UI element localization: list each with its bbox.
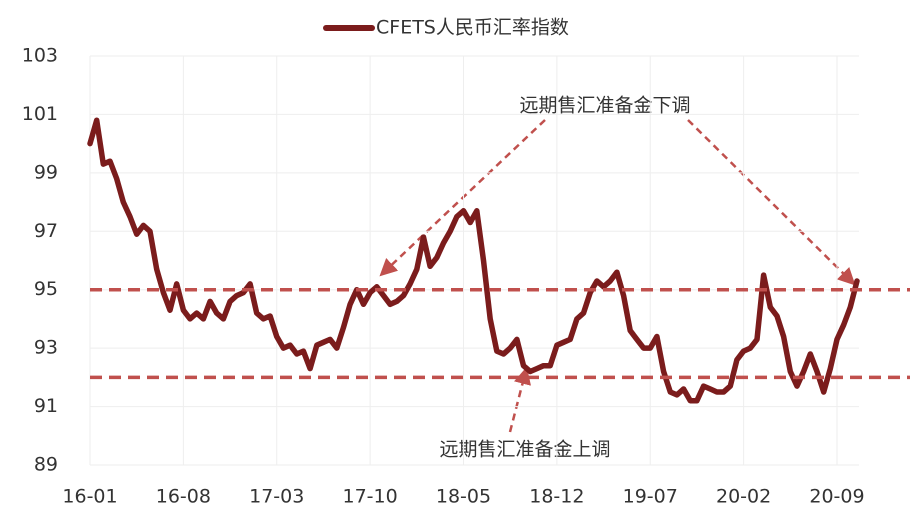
y-tick-label: 93 (34, 337, 58, 359)
x-tick-label: 19-07 (623, 486, 678, 508)
arrow (508, 366, 531, 433)
y-tick-label: 91 (34, 395, 58, 417)
y-tick-label: 89 (34, 454, 58, 476)
x-tick-label: 16-01 (62, 486, 117, 508)
data-line (87, 117, 860, 404)
y-tick-label: 95 (34, 278, 58, 300)
x-tick-label: 16-08 (156, 486, 211, 508)
annotation: 远期售汇准备金下调 (519, 95, 690, 117)
arrow (687, 119, 856, 286)
y-tick-label: 97 (34, 220, 58, 242)
x-tick-label: 20-09 (809, 486, 864, 508)
x-tick-label: 17-03 (249, 486, 304, 508)
y-tick-label: 103 (22, 45, 58, 67)
y-tick-label: 101 (22, 103, 58, 125)
x-tick-label: 18-05 (436, 486, 491, 508)
x-tick-label: 20-02 (716, 486, 771, 508)
x-tick-label: 18-12 (529, 486, 584, 508)
legend-label: CFETS人民币汇率指数 (376, 17, 569, 39)
x-tick-label: 17-10 (343, 486, 398, 508)
y-tick-label: 99 (34, 161, 58, 183)
annotation: 远期售汇准备金上调 (439, 439, 610, 461)
